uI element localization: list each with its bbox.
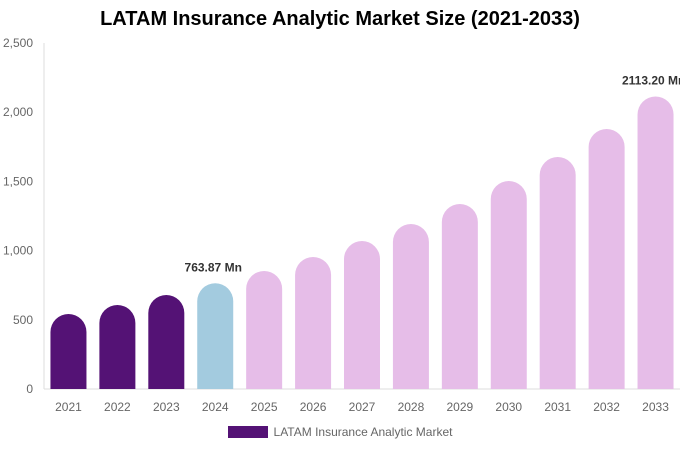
bar-2024 [197, 283, 234, 389]
x-tick-label: 2023 [153, 400, 180, 414]
legend-label: LATAM Insurance Analytic Market [273, 425, 453, 439]
chart-title: LATAM Insurance Analytic Market Size (20… [100, 8, 580, 30]
legend: LATAM Insurance Analytic Market [0, 425, 680, 439]
x-tick-label: 2022 [104, 400, 131, 414]
bar-2026 [295, 256, 332, 389]
bar-2029 [441, 203, 478, 389]
bar-2021 [50, 313, 87, 389]
bar-2028 [392, 224, 429, 389]
bar-2025 [246, 270, 283, 389]
bar-2033 [637, 96, 674, 389]
data-label: 763.87 Mn [185, 260, 242, 274]
x-tick-label: 2032 [593, 400, 620, 414]
y-tick-label: 2,500 [3, 36, 33, 50]
x-tick-label: 2025 [251, 400, 278, 414]
data-label: 2113.20 Mn [622, 74, 680, 88]
x-tick-label: 2026 [300, 400, 327, 414]
y-tick-label: 500 [13, 313, 33, 327]
x-tick-label: 2031 [544, 400, 571, 414]
x-tick-label: 2024 [202, 400, 229, 414]
y-tick-label: 1,500 [3, 174, 33, 188]
bar-chart: 0 500 1,000 1,500 2,000 2,500 2021 2022 2023 2024… [3, 36, 680, 414]
bar-2030 [490, 180, 527, 389]
bar-2023 [148, 295, 185, 389]
x-tick-label: 2028 [398, 400, 425, 414]
bar-2031 [539, 157, 576, 389]
bar-2032 [588, 128, 625, 389]
y-tick-label: 2,000 [3, 105, 33, 119]
x-tick-label: 2021 [55, 400, 82, 414]
x-tick-label: 2027 [349, 400, 376, 414]
x-tick-label: 2030 [495, 400, 522, 414]
y-tick-label: 1,000 [3, 244, 33, 258]
bar-2027 [344, 241, 380, 389]
x-tick-label: 2029 [446, 400, 473, 414]
legend-swatch [227, 426, 268, 438]
y-tick-label: 0 [26, 382, 33, 396]
bar-2022 [99, 304, 136, 389]
x-tick-label: 2033 [642, 400, 669, 414]
